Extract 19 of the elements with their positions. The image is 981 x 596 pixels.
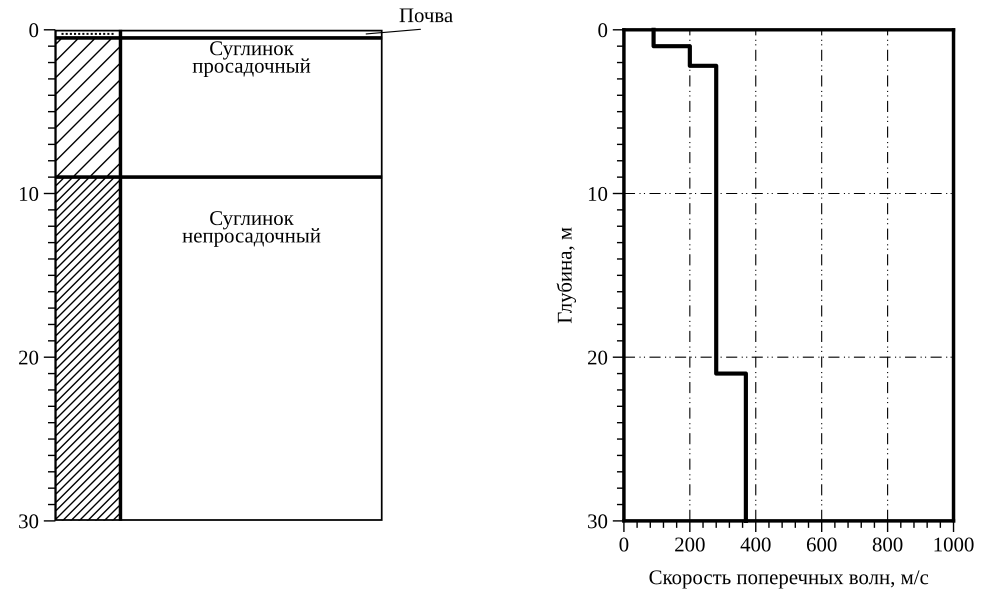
x-tick-label: 0 — [620, 537, 628, 552]
x-axis-title: Скорость поперечных волн, м/с — [650, 570, 928, 589]
y-tick-label: 10 — [20, 186, 38, 201]
y-tick-label: 20 — [19, 350, 38, 365]
y-axis-title: Глубина, м — [556, 227, 576, 324]
x-tick-label: 400 — [740, 537, 771, 552]
x-tick-label: 600 — [806, 537, 837, 552]
x-tick-label: 200 — [675, 537, 705, 552]
x-tick-label: 800 — [872, 537, 902, 552]
series-label: Суглинок непросадочный — [182, 211, 320, 247]
y-tick-label: 20 — [588, 350, 608, 365]
y-tick-label: 0 — [29, 23, 38, 38]
y-tick-label: 30 — [588, 514, 608, 528]
series-label: Суглинок просадочный — [192, 41, 310, 78]
x-tick-label: 1000 — [934, 537, 974, 552]
series-label: Почва — [400, 8, 453, 22]
y-tick-label: 30 — [19, 514, 38, 528]
y-tick-label: 0 — [598, 23, 608, 38]
y-tick-label: 10 — [588, 186, 608, 201]
